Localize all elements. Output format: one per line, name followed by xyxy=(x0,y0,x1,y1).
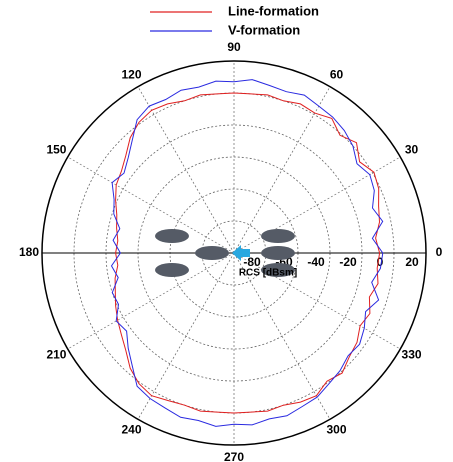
theta-tick-label: 210 xyxy=(46,348,66,362)
theta-tick-label: 180 xyxy=(19,245,39,259)
r-tick-label: -20 xyxy=(339,255,357,269)
formation-icons xyxy=(155,229,295,277)
r-axis-label: RCS [dBsm] xyxy=(239,268,297,279)
theta-tick-label: 300 xyxy=(326,423,346,437)
spoke-line xyxy=(233,252,331,420)
spoke-line xyxy=(137,86,235,254)
legend-label: Line-formation xyxy=(228,3,319,18)
legend-label: V-formation xyxy=(228,22,300,37)
theta-tick-label: 270 xyxy=(224,450,244,462)
r-tick-label: -40 xyxy=(307,255,325,269)
aircraft-icon xyxy=(195,246,229,260)
spoke-line xyxy=(67,252,235,350)
theta-tick-label: 0 xyxy=(436,245,443,259)
plot xyxy=(110,79,384,427)
aircraft-icon xyxy=(155,263,189,277)
series-line xyxy=(110,79,384,427)
theta-tick-label: 30 xyxy=(405,143,419,157)
series-line xyxy=(114,92,381,414)
r-tick-label: 20 xyxy=(405,255,419,269)
aircraft-icon xyxy=(261,229,295,243)
direction-arrow xyxy=(232,245,250,261)
aircraft-icon xyxy=(261,263,295,277)
theta-tick-label: 240 xyxy=(121,423,141,437)
r-tick-label: 0 xyxy=(377,255,384,269)
spoke-line xyxy=(137,252,235,420)
theta-tick-label: 150 xyxy=(46,143,66,157)
theta-tick-label: 90 xyxy=(227,40,241,54)
theta-tick-label: 120 xyxy=(121,68,141,82)
aircraft-icon xyxy=(261,246,295,260)
theta-tick-label: 330 xyxy=(402,348,422,362)
spoke-line xyxy=(233,86,331,254)
aircraft-icon xyxy=(155,229,189,243)
theta-tick-label: 60 xyxy=(330,68,344,82)
spoke-line xyxy=(67,156,235,254)
